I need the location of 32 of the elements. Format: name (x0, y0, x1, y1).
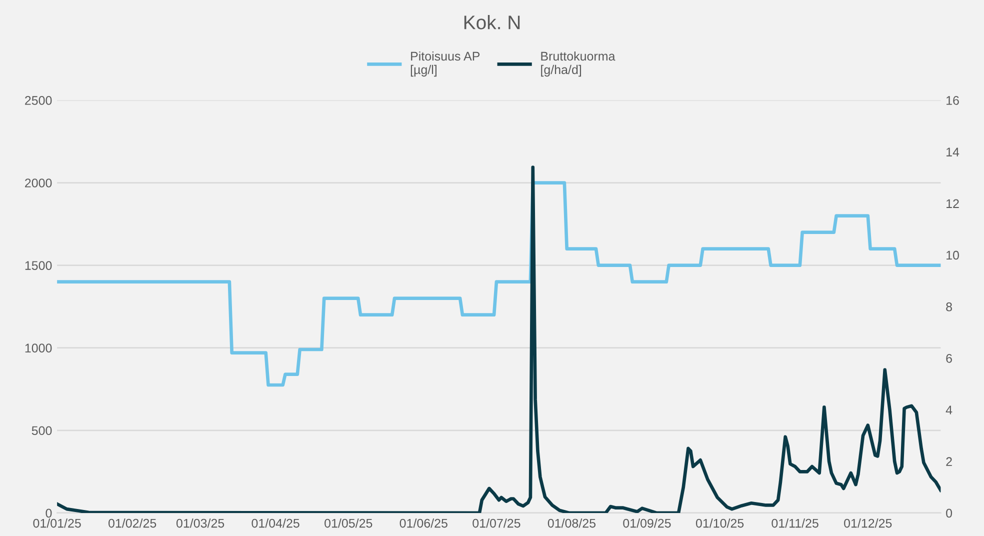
y2-tick-label: 0 (946, 508, 952, 518)
x-tick-label: 01/12/25 (844, 518, 892, 528)
x-tick-label: 01/04/25 (252, 518, 300, 528)
y-tick-label: 0 (46, 508, 52, 518)
y2-tick-label: 8 (946, 302, 952, 312)
x-tick-label: 01/01/25 (33, 518, 81, 528)
legend-label: Pitoisuus AP [µg/l] (410, 51, 480, 77)
x-tick-label: 01/09/25 (623, 518, 671, 528)
y2-tick-label: 2 (946, 457, 952, 466)
y2-tick-label: 12 (946, 199, 959, 208)
y-tick-label: 1000 (25, 344, 52, 353)
x-tick-label: 01/05/25 (324, 518, 372, 528)
legend-label: Bruttokuorma [g/ha/d] (541, 51, 616, 77)
y2-tick-label: 4 (946, 406, 952, 414)
y2-tick-label: 14 (946, 148, 960, 156)
x-tick-label: 01/07/25 (472, 518, 520, 528)
line-series (57, 166, 941, 513)
y-tick-label: 2000 (25, 178, 52, 188)
y2-tick-label: 6 (946, 354, 952, 363)
chart-title: Kok. N (464, 15, 520, 30)
x-tick-label: 01/11/25 (772, 518, 818, 528)
x-tick-label: 01/02/25 (108, 518, 156, 528)
y-tick-label: 1500 (25, 261, 52, 270)
y-tick-label: 2500 (25, 96, 52, 105)
y-tick-label: 500 (32, 426, 52, 436)
y2-tick-label: 16 (946, 96, 959, 105)
y2-tick-label: 10 (946, 250, 959, 260)
line-series (57, 181, 941, 387)
x-tick-label: 01/08/25 (548, 518, 596, 528)
x-tick-label: 01/03/25 (176, 518, 224, 528)
x-tick-label: 01/06/25 (400, 518, 448, 528)
x-tick-label: 01/10/25 (696, 518, 744, 528)
